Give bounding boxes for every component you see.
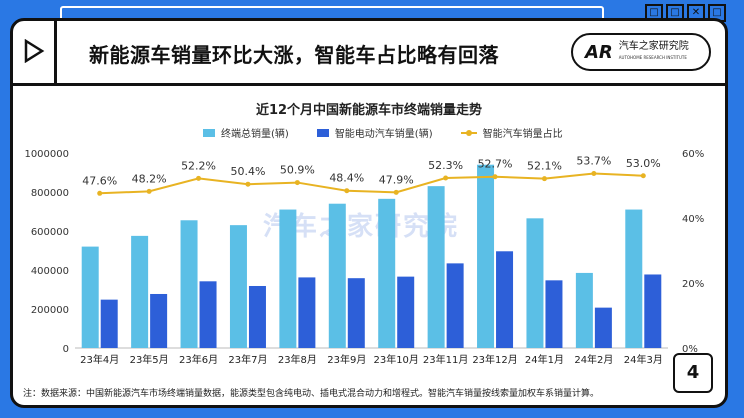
- bar-smart: [100, 299, 118, 348]
- share-point: [344, 188, 350, 194]
- share-point: [591, 170, 597, 176]
- share-data-label: 52.7%: [478, 158, 513, 171]
- bar-smart: [496, 251, 514, 348]
- legend-label-total: 终端总销量(辆): [221, 129, 289, 140]
- share-data-label: 48.4%: [329, 172, 364, 185]
- y-tick-label: 0: [63, 344, 69, 355]
- bar-total: [81, 246, 99, 348]
- logo: AR 汽车之家研究院 AUTOHOME RESEARCH INSTITUTE: [571, 33, 711, 71]
- bar-total: [477, 164, 495, 348]
- bar-smart: [248, 285, 266, 348]
- bar-smart: [199, 281, 217, 348]
- bar-total: [625, 209, 643, 348]
- x-tick-label: 24年3月: [624, 353, 663, 366]
- share-point: [541, 176, 547, 182]
- page-number: 4: [673, 353, 713, 393]
- logo-subtitle: AUTOHOME RESEARCH INSTITUTE: [618, 55, 687, 60]
- chart-title: 近12个月中国新能源车市终端销量走势: [255, 103, 483, 118]
- bar-total: [526, 218, 544, 348]
- y-tick-label: 600000: [31, 227, 69, 238]
- x-tick-label: 24年2月: [574, 353, 613, 366]
- bar-total: [328, 203, 346, 348]
- legend-item-smart: 智能电动汽车销量(辆): [316, 125, 433, 140]
- share-data-label: 52.3%: [428, 159, 463, 172]
- share-point: [196, 175, 202, 181]
- share-data-label: 50.4%: [230, 165, 265, 178]
- x-tick-label: 23年8月: [278, 353, 317, 366]
- bar-total: [378, 198, 396, 348]
- x-tick-label: 23年9月: [327, 353, 366, 366]
- bar-total: [180, 220, 198, 348]
- title-row: 新能源车销量环比大涨，智能车占比略有回落 AR 汽车之家研究院 AUTOHOME…: [13, 21, 725, 86]
- share-point: [393, 189, 399, 195]
- share-point: [294, 180, 300, 186]
- share-data-label: 53.7%: [576, 154, 611, 167]
- y-tick-label: 400000: [31, 266, 69, 277]
- y-tick-label: 800000: [31, 188, 69, 199]
- share-data-label: 53.0%: [626, 157, 661, 170]
- share-data-label: 48.2%: [132, 172, 167, 185]
- play-icon-box[interactable]: [13, 21, 57, 83]
- share-data-label: 52.2%: [181, 159, 216, 172]
- bar-smart: [397, 276, 415, 348]
- legend-label-share: 智能汽车销量占比: [482, 129, 563, 140]
- bar-smart: [347, 278, 365, 348]
- bar-smart: [594, 307, 612, 348]
- share-point: [245, 181, 251, 187]
- x-tick-label: 24年1月: [525, 353, 564, 366]
- share-point: [146, 188, 152, 194]
- share-data-label: 47.9%: [379, 173, 414, 186]
- chart-svg: 0 200000 400000 600000 800000 1000000 0% 20% 40%…: [24, 149, 704, 366]
- page-title: 新能源车销量环比大涨，智能车占比略有回落: [89, 43, 499, 67]
- legend-swatch-smart: [316, 128, 329, 137]
- x-tick-label: 23年6月: [179, 353, 218, 366]
- share-point: [97, 190, 103, 196]
- legend-item-share: 智能汽车销量占比: [460, 125, 563, 140]
- legend-swatch-total: [203, 128, 215, 137]
- legend-label-smart: 智能电动汽车销量(辆): [334, 129, 433, 140]
- share-point: [492, 174, 498, 180]
- legend-item-total: 终端总销量(辆): [203, 125, 289, 140]
- share-data-label: 52.1%: [527, 160, 562, 173]
- y-tick-label: 200000: [31, 305, 69, 316]
- bar-total: [131, 235, 149, 348]
- bar-total: [279, 209, 297, 348]
- bar-smart: [298, 277, 316, 348]
- x-tick-label: 23年4月: [80, 353, 119, 366]
- logo-mark: AR: [585, 41, 613, 63]
- y-tick-label: 1000000: [24, 149, 69, 160]
- share-data-label: 47.6%: [82, 174, 117, 187]
- legend-swatch-share: [460, 129, 477, 136]
- y2-tick-label: 40%: [682, 214, 704, 225]
- x-tick-label: 23年7月: [228, 353, 267, 366]
- share-point: [443, 175, 449, 181]
- share-line: [99, 172, 644, 195]
- close-button[interactable]: ✕: [687, 4, 705, 22]
- bar-smart: [545, 280, 563, 348]
- share-data-label: 50.9%: [280, 164, 315, 177]
- x-tick-label: 23年5月: [130, 353, 169, 366]
- y2-tick-label: 0%: [682, 344, 698, 355]
- y2-tick-label: 60%: [682, 149, 704, 160]
- logo-name: 汽车之家研究院: [618, 41, 689, 52]
- slide-panel: 新能源车销量环比大涨，智能车占比略有回落 AR 汽车之家研究院 AUTOHOME…: [10, 18, 728, 408]
- chart-legend: 终端总销量(辆) 智能电动汽车销量(辆) 智能汽车销量占比: [203, 125, 563, 140]
- play-icon: [24, 39, 45, 63]
- bar-total: [575, 272, 593, 348]
- bar-total: [427, 186, 445, 348]
- x-tick-label: 23年11月: [423, 353, 468, 366]
- x-tick-label: 23年12月: [472, 353, 517, 366]
- bar-total: [229, 225, 247, 348]
- bar-smart: [644, 274, 662, 348]
- share-point: [640, 173, 646, 179]
- footnote: 注：数据来源：中国新能源汽车市场终端销量数据，能源类型包含纯电动、插电式混合动力…: [23, 389, 600, 399]
- bar-smart: [446, 263, 464, 348]
- x-tick-label: 23年10月: [373, 353, 418, 366]
- bar-smart: [150, 293, 168, 348]
- y2-tick-label: 20%: [682, 279, 704, 290]
